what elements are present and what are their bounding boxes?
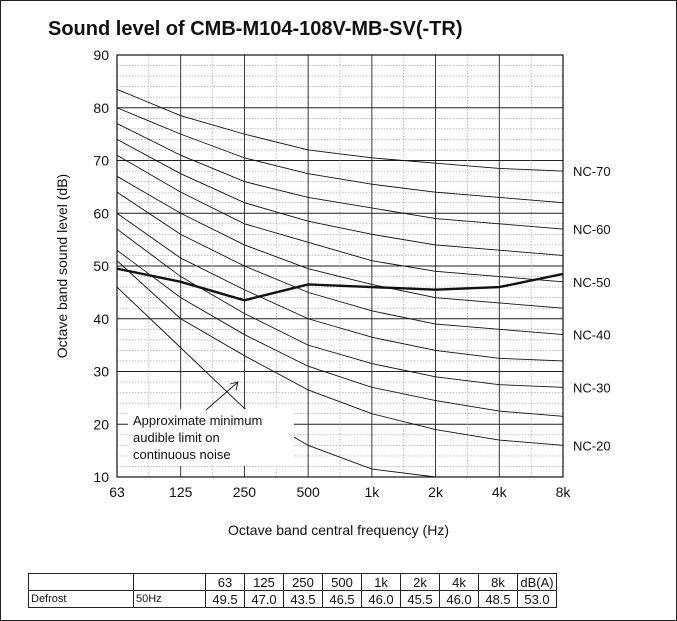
- nc-curve: [116, 249, 564, 417]
- header-cell: 1k: [361, 573, 401, 591]
- value-cell: 53.0: [517, 590, 557, 608]
- header-cell: 8k: [478, 573, 518, 591]
- nc-curve-label: NC-70: [573, 164, 611, 179]
- value-cell: 49.5: [205, 590, 245, 608]
- nc-curve: [116, 139, 564, 256]
- plot-border: [116, 54, 564, 478]
- annotation-text: audible limit on: [133, 430, 220, 445]
- x-tick-label: 125: [169, 484, 193, 500]
- annotation-arrow: [205, 381, 239, 411]
- annotation-text: Approximate minimum: [133, 413, 262, 428]
- nc-curve-label: NC-60: [573, 222, 611, 237]
- x-tick-label: 500: [296, 484, 320, 500]
- nc-curve: [116, 260, 564, 446]
- nc-curve: [116, 154, 564, 283]
- nc-curve: [116, 212, 564, 362]
- chart-title: Sound level of CMB-M104-108V-MB-SV(-TR): [48, 18, 463, 40]
- value-cell: 48.5: [478, 590, 518, 608]
- nc-curve-label: NC-30: [573, 380, 611, 395]
- nc-chart: NC-20 NC-30 NC-40 NC-50 NC-60 NC-70 10 20 30 40 5…: [54, 47, 611, 500]
- nc-curve: [116, 191, 564, 336]
- y-tick-label: 40: [93, 311, 109, 327]
- table-row: Defrost 50Hz 49.5 47.0 43.5 46.5 46.0 45…: [28, 590, 557, 608]
- tick-labels: 10 20 30 40 50 60 70 80 90 63 125 250 500 1k 2k 4k 8k Oct…: [54, 47, 571, 500]
- y-tick-label: 30: [93, 364, 109, 380]
- nc-curve-label: NC-50: [573, 275, 611, 290]
- nc-curve: [116, 123, 564, 230]
- annotation-text: continuous noise: [133, 447, 231, 462]
- nc-curves: NC-20 NC-30 NC-40 NC-50 NC-60 NC-70: [116, 88, 611, 478]
- x-tick-label: 2k: [428, 484, 444, 500]
- header-cell: [28, 573, 134, 591]
- x-tick-label: 1k: [364, 484, 380, 500]
- y-tick-label: 80: [93, 100, 109, 116]
- nc-curve-label: NC-40: [573, 328, 611, 343]
- nc-curve: [116, 107, 564, 204]
- value-cell: 46.0: [361, 590, 401, 608]
- header-cell: dB(A): [517, 573, 557, 591]
- table-header-row: 63 125 250 500 1k 2k 4k 8k dB(A): [28, 573, 557, 591]
- header-cell: 63: [205, 573, 245, 591]
- nc-curve: [116, 88, 564, 172]
- data-table: 63 125 250 500 1k 2k 4k 8k dB(A) Defrost…: [28, 573, 557, 608]
- annotation-arrowhead: [229, 381, 239, 391]
- header-cell: 4k: [439, 573, 479, 591]
- x-tick-label: 4k: [492, 484, 508, 500]
- header-cell: 500: [322, 573, 362, 591]
- header-cell: 125: [244, 573, 284, 591]
- value-cell: 46.0: [439, 590, 479, 608]
- value-cell: 43.5: [283, 590, 323, 608]
- y-tick-label: 90: [93, 47, 109, 63]
- x-axis-label: Octave band central frequency (Hz): [228, 522, 449, 538]
- x-tick-label: 250: [233, 484, 257, 500]
- annotation-box: [128, 409, 294, 466]
- y-tick-label: 20: [93, 416, 109, 432]
- header-cell: 250: [283, 573, 323, 591]
- x-tick-label: 63: [109, 484, 125, 500]
- y-tick-label: 60: [93, 205, 109, 221]
- value-cell: 47.0: [244, 590, 284, 608]
- nc-curve: [116, 228, 564, 388]
- nc-curve-label: NC-20: [573, 438, 611, 453]
- y-tick-label: 70: [93, 153, 109, 169]
- value-cell: 46.5: [322, 590, 362, 608]
- data-series: [116, 267, 564, 302]
- chart-grid: [116, 54, 564, 478]
- freq-cell: 50Hz: [133, 590, 206, 608]
- header-cell: [133, 573, 206, 591]
- y-tick-label: 50: [93, 258, 109, 274]
- x-tick-label: 8k: [556, 484, 572, 500]
- header-cell: 2k: [400, 573, 440, 591]
- nc-curve: [116, 175, 564, 309]
- y-axis-label: Octave band sound level (dB): [54, 174, 70, 358]
- series-line: [116, 267, 564, 302]
- annotation: Approximate minimum audible limit on conti…: [128, 381, 294, 466]
- value-cell: 45.5: [400, 590, 440, 608]
- mode-cell: Defrost: [28, 590, 134, 608]
- y-tick-label: 10: [93, 469, 109, 485]
